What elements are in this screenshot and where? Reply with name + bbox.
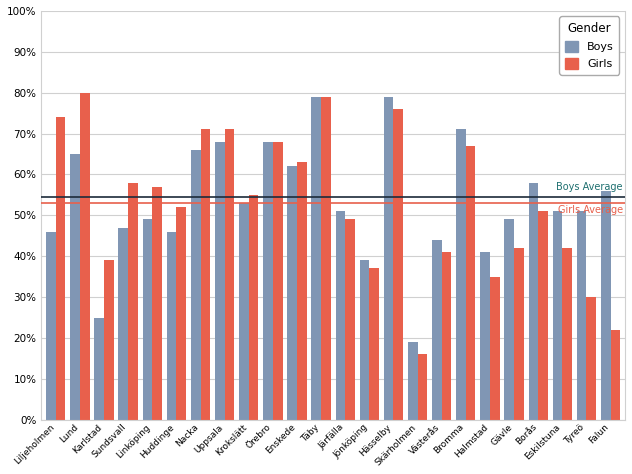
Bar [360,260,369,420]
Text: Boys Average: Boys Average [556,182,623,192]
Bar [143,219,152,420]
Text: Girls Average: Girls Average [557,205,623,215]
Bar [345,219,355,420]
Bar [553,211,562,420]
Bar [418,355,427,420]
Bar [224,129,234,420]
Bar [601,191,611,420]
Bar [504,219,514,420]
Bar [239,203,249,420]
Bar [562,248,572,420]
Bar [394,109,403,420]
Bar [480,252,490,420]
Bar [514,248,524,420]
Bar [611,330,620,420]
Bar [408,342,418,420]
Bar [586,297,596,420]
Bar [297,162,307,420]
Bar [490,277,500,420]
Bar [263,142,273,420]
Bar [538,211,548,420]
Bar [94,318,104,420]
Bar [312,97,321,420]
Bar [577,211,586,420]
Bar [273,142,283,420]
Bar [104,260,114,420]
Bar [56,117,66,420]
Bar [152,187,162,420]
Bar [432,240,442,420]
Bar [128,182,138,420]
Bar [369,268,379,420]
Bar [200,129,210,420]
Bar [336,211,345,420]
Bar [215,142,224,420]
Bar [528,182,538,420]
Bar [321,97,331,420]
Bar [442,252,451,420]
Legend: Boys, Girls: Boys, Girls [559,17,619,74]
Bar [249,195,258,420]
Bar [46,232,56,420]
Bar [80,93,90,420]
Bar [191,150,200,420]
Bar [118,228,128,420]
Bar [70,154,80,420]
Bar [176,207,186,420]
Bar [384,97,394,420]
Bar [288,166,297,420]
Bar [466,146,475,420]
Bar [167,232,176,420]
Bar [456,129,466,420]
